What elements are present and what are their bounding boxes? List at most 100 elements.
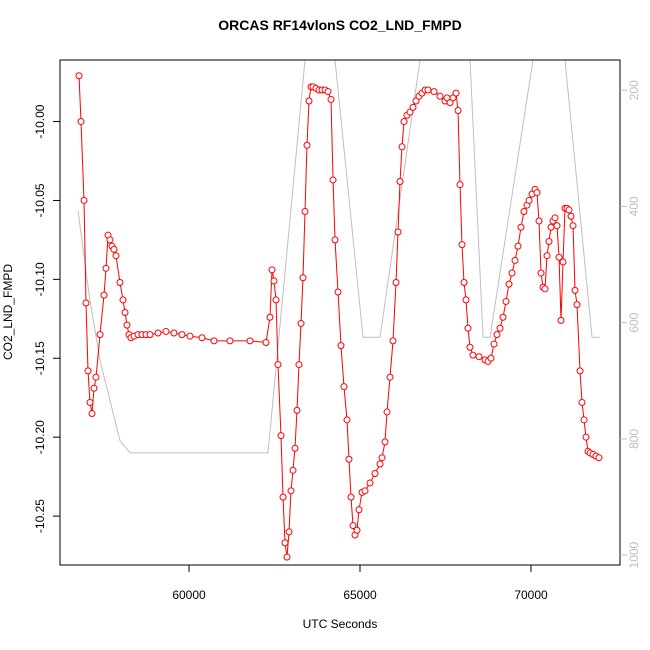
data-point [573, 301, 581, 309]
data-point [424, 86, 432, 94]
data-point [349, 522, 357, 530]
data-point [462, 296, 470, 304]
data-point [331, 236, 339, 244]
data-point [277, 432, 285, 440]
data-point [565, 206, 573, 214]
data-point [226, 337, 234, 345]
plot-area [75, 60, 603, 561]
data-point [525, 196, 533, 204]
data-point [305, 97, 313, 105]
data-point [517, 223, 525, 231]
data-point [469, 351, 477, 359]
data-point [210, 337, 218, 345]
data-point [329, 176, 337, 184]
data-point [487, 354, 495, 362]
y-tick-label: -10.15 [33, 341, 47, 375]
data-point [90, 384, 98, 392]
data-point [386, 373, 394, 381]
data-point [324, 88, 332, 96]
data-point [430, 88, 438, 96]
data-point [490, 340, 498, 348]
y-tick-label: -10.10 [33, 262, 47, 296]
y2-tick-label: 200 [627, 80, 641, 100]
data-point [345, 455, 353, 463]
data-point [366, 479, 374, 487]
data-point [559, 258, 567, 266]
data-point [266, 313, 274, 321]
data-point [154, 329, 162, 337]
data-point [381, 438, 389, 446]
data-point [533, 189, 541, 197]
data-point [520, 208, 528, 215]
data-point [376, 460, 384, 468]
data-point [557, 316, 565, 324]
data-point [299, 274, 307, 282]
y-tick-label: -10.00 [33, 104, 47, 138]
data-point [119, 296, 127, 304]
data-point [514, 242, 522, 250]
data-point [569, 222, 577, 230]
data-point [75, 72, 83, 80]
data-point [186, 332, 194, 340]
data-point [537, 269, 545, 277]
data-point [262, 338, 270, 346]
data-point [394, 228, 402, 236]
data-point [458, 241, 466, 249]
data-point [77, 118, 85, 126]
data-point [493, 331, 501, 339]
data-point [541, 285, 549, 293]
data-point [246, 337, 254, 345]
data-point [146, 331, 154, 339]
data-point [553, 222, 561, 230]
y-axis-label: CO2_LND_FMPD [1, 264, 15, 360]
data-point [454, 107, 462, 114]
data-point [289, 466, 297, 474]
data-point [460, 279, 468, 287]
data-point [580, 416, 588, 424]
data-point [86, 398, 94, 406]
data-point [274, 361, 282, 369]
data-point [82, 299, 90, 307]
x-tick-label: 70000 [514, 588, 548, 602]
plot-frame [59, 59, 621, 566]
data-point [100, 291, 108, 299]
data-point [452, 89, 460, 97]
x-axis-label: UTC Seconds [303, 617, 378, 631]
data-point [297, 320, 305, 328]
data-point [511, 256, 519, 264]
data-point [383, 408, 391, 416]
data-point [88, 410, 96, 417]
y2-tick-label: 600 [627, 312, 641, 332]
data-point [508, 269, 516, 277]
data-point [582, 433, 590, 441]
data-point [293, 406, 301, 414]
data-point [353, 526, 361, 534]
data-point [545, 237, 553, 245]
data-point [502, 297, 510, 305]
data-point [555, 253, 563, 261]
data-point [361, 487, 369, 495]
data-point [392, 279, 400, 287]
data-point [571, 286, 579, 294]
data-point [291, 444, 299, 452]
data-point [123, 321, 131, 329]
data-point [198, 334, 206, 342]
y-tick-label: -10.25 [33, 499, 47, 533]
data-point [116, 279, 124, 287]
data-point [567, 212, 575, 220]
data-point [327, 95, 335, 103]
data-point [84, 367, 92, 375]
data-point [543, 252, 551, 260]
data-point [301, 208, 309, 215]
data-point [343, 416, 351, 424]
data-point [378, 454, 386, 462]
data-point [303, 141, 311, 149]
data-point [475, 353, 483, 361]
data-point [92, 373, 100, 381]
data-point [355, 506, 363, 514]
data-point [371, 469, 379, 477]
data-point [551, 214, 559, 222]
data-point [499, 313, 507, 321]
